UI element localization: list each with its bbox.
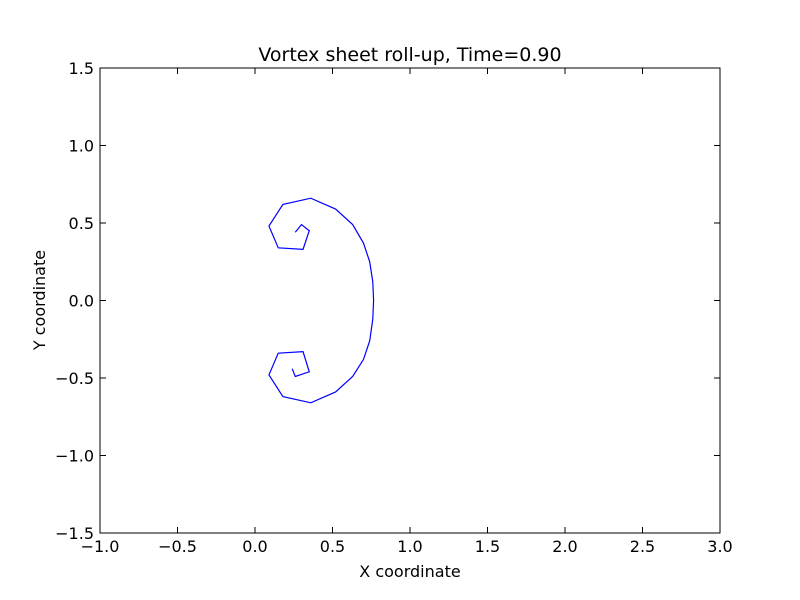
- x-axis-ticks: −1.0 −0.5 0.0 0.5 1.0 1.5 2.0 2.5 3.0: [81, 68, 733, 556]
- y-tick-label: 1.0: [69, 137, 94, 156]
- x-tick-label: 1.0: [397, 537, 422, 556]
- y-tick-label: −0.5: [55, 369, 94, 388]
- y-axis-label: Y coordinate: [30, 250, 49, 351]
- series-layer: [268, 197, 375, 404]
- x-tick-label: 2.0: [552, 537, 577, 556]
- y-tick-label: 1.5: [69, 59, 94, 78]
- y-tick-label: 0.5: [69, 214, 94, 233]
- chart-title: Vortex sheet roll-up, Time=0.90: [258, 44, 561, 66]
- x-tick-label: 0.0: [242, 537, 267, 556]
- y-tick-label: −1.5: [55, 524, 94, 543]
- x-tick-label: 1.5: [475, 537, 500, 556]
- x-tick-label: −0.5: [158, 537, 197, 556]
- x-axis-label: X coordinate: [359, 562, 460, 581]
- x-tick-label: 0.5: [320, 537, 345, 556]
- x-tick-label: 3.0: [707, 537, 732, 556]
- x-tick-label: 2.5: [630, 537, 655, 556]
- y-tick-label: −1.0: [55, 447, 94, 466]
- y-axis-ticks: 1.5 1.0 0.5 0.0 −0.5 −1.0 −1.5: [55, 59, 720, 543]
- y-tick-label: 0.0: [69, 292, 94, 311]
- x-tick-label: −1.0: [81, 537, 120, 556]
- vortex-sheet-line: [268, 197, 375, 404]
